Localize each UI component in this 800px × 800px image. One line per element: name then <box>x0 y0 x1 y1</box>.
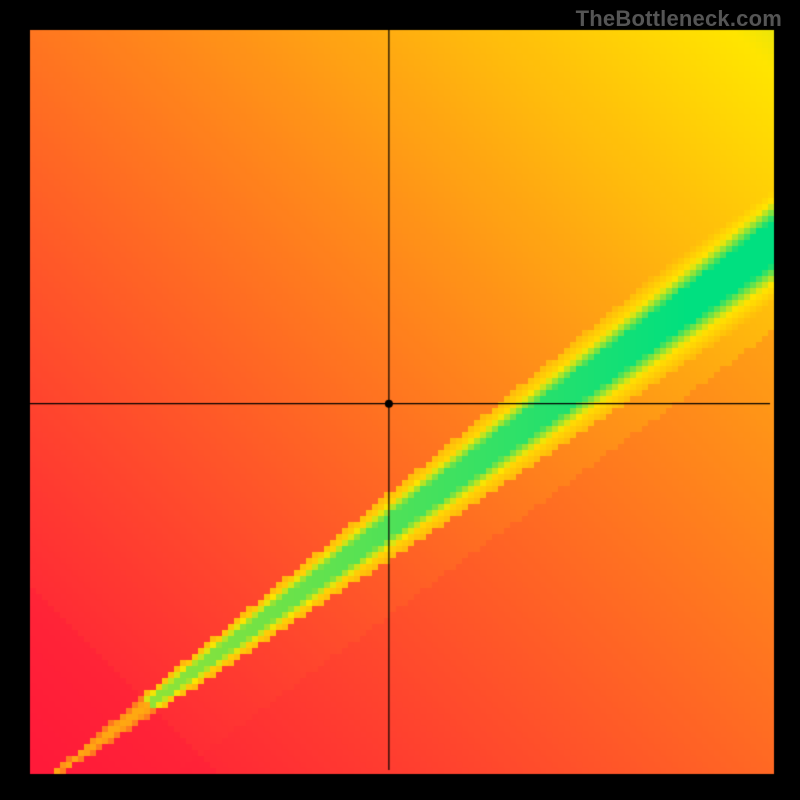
watermark-text: TheBottleneck.com <box>576 6 782 32</box>
bottleneck-heatmap <box>0 0 800 800</box>
